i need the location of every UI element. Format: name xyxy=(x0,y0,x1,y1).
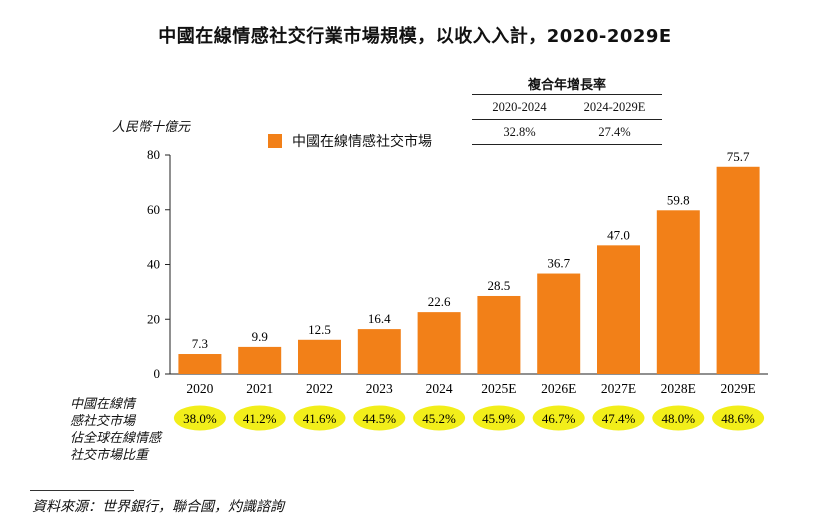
legend-swatch xyxy=(268,134,282,148)
bar xyxy=(477,295,521,374)
x-tick-label: 2025E xyxy=(481,381,516,396)
share-value: 41.2% xyxy=(243,411,277,426)
x-tick-label: 2023 xyxy=(366,381,393,396)
share-value: 44.5% xyxy=(363,411,397,426)
share-ellipse xyxy=(592,405,645,431)
share-value: 47.4% xyxy=(602,411,636,426)
share-ellipse xyxy=(353,405,406,431)
share-value: 38.0% xyxy=(183,411,217,426)
cagr-table: 複合年增長率 2020-2024 2024-2029E 32.8% 27.4% xyxy=(472,74,662,145)
bar xyxy=(716,166,760,374)
legend: 中國在線情感社交市場 xyxy=(268,131,432,151)
x-tick-label: 2028E xyxy=(661,381,696,396)
cagr-period-row: 2020-2024 2024-2029E xyxy=(472,95,662,120)
x-tick-label: 2027E xyxy=(601,381,636,396)
share-value: 41.6% xyxy=(303,411,337,426)
share-row-label-line: 感社交市場 xyxy=(70,414,136,429)
bar-value-label: 22.6 xyxy=(428,294,451,309)
bar xyxy=(357,329,401,374)
y-axis-unit-label: 人民幣十億元 xyxy=(112,120,191,135)
share-ellipse xyxy=(712,405,765,431)
bar xyxy=(298,339,341,374)
share-ellipse xyxy=(173,405,226,431)
x-tick-label: 2021 xyxy=(246,381,273,396)
y-tick-label: 20 xyxy=(147,311,160,326)
x-tick-label: 2024 xyxy=(426,381,453,396)
bar-value-label: 16.4 xyxy=(368,311,391,326)
y-tick-label: 60 xyxy=(147,202,160,217)
source-divider xyxy=(30,490,134,491)
bar xyxy=(178,354,222,374)
cagr-value-2: 27.4% xyxy=(598,124,631,139)
bar xyxy=(656,210,700,374)
share-value: 48.0% xyxy=(662,411,696,426)
legend-label: 中國在線情感社交市場 xyxy=(292,134,432,150)
share-ellipse xyxy=(293,405,346,431)
x-tick-label: 2020 xyxy=(186,381,213,396)
y-tick-label: 0 xyxy=(154,366,161,381)
share-value: 46.7% xyxy=(542,411,576,426)
bar xyxy=(537,273,581,374)
bar xyxy=(238,346,282,374)
share-ellipse xyxy=(233,405,286,431)
share-row-label-line: 佔全球在線情感 xyxy=(70,431,162,446)
cagr-table-title: 複合年增長率 xyxy=(472,74,662,95)
bar xyxy=(597,245,640,374)
source-note: 資料來源：世界銀行，聯合國，灼識諮詢 xyxy=(32,499,284,515)
share-value: 45.2% xyxy=(422,411,456,426)
bar-value-label: 47.0 xyxy=(607,227,630,242)
x-tick-label: 2029E xyxy=(720,381,755,396)
share-ellipse xyxy=(532,405,585,431)
share-value: 48.6% xyxy=(721,411,755,426)
bar-value-label: 7.3 xyxy=(192,336,208,351)
y-tick-label: 40 xyxy=(147,257,160,272)
bar-value-label: 75.7 xyxy=(727,149,750,164)
bar-value-label: 9.9 xyxy=(252,329,268,344)
bar xyxy=(417,312,461,374)
share-ellipse xyxy=(472,405,525,431)
cagr-value-1: 32.8% xyxy=(503,124,536,139)
share-ellipse xyxy=(413,405,466,431)
bar-value-label: 28.5 xyxy=(488,278,511,293)
cagr-value-row: 32.8% 27.4% xyxy=(472,120,662,145)
y-tick-label: 80 xyxy=(147,147,160,162)
bar-value-label: 12.5 xyxy=(308,322,331,337)
share-row-label: 中國在線情 感社交市場 佔全球在線情感 社交市場比重 xyxy=(70,396,170,464)
share-row-label-line: 社交市場比重 xyxy=(70,448,149,463)
x-tick-label: 2026E xyxy=(541,381,576,396)
cagr-period-1: 2020-2024 xyxy=(492,99,547,114)
share-ellipse xyxy=(652,405,705,431)
x-tick-label: 2022 xyxy=(306,381,333,396)
share-row-label-line: 中國在線情 xyxy=(70,397,136,412)
share-value: 45.9% xyxy=(482,411,516,426)
chart-title: 中國在線情感社交行業市場規模，以收入入計，2020-2029E xyxy=(158,26,672,47)
bar-value-label: 59.8 xyxy=(667,192,690,207)
cagr-period-2: 2024-2029E xyxy=(583,99,646,114)
bar-value-label: 36.7 xyxy=(547,256,570,271)
